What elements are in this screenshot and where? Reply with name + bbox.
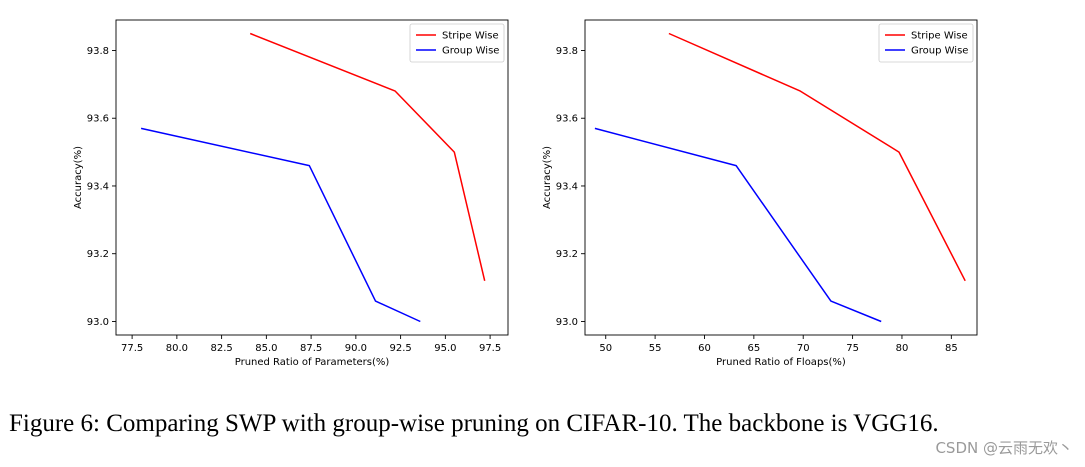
y-tick-label: 93.4: [87, 181, 109, 192]
legend-label-stripe-wise: Stripe Wise: [442, 31, 499, 42]
legend-label-stripe-wise: Stripe Wise: [911, 31, 968, 42]
x-tick-label: 87.5: [300, 343, 322, 354]
legend-box: [878, 23, 974, 63]
chart-floaps: 50 55 60 65 70 75 80 85 93.0 93.2 93.4 93.6 93.8 Prun…: [542, 19, 978, 368]
y-tick-label: 93.8: [556, 46, 578, 57]
y-tick-label: 93.2: [87, 249, 109, 260]
x-tick-label: 92.5: [389, 343, 411, 354]
x-tick-label: 80: [896, 343, 909, 354]
x-tick-label: 55: [649, 343, 662, 354]
series-line-group-wise: [594, 127, 882, 323]
plot-frame: [115, 19, 509, 336]
y-tick-label: 93.0: [556, 317, 578, 328]
x-tick-label: 70: [797, 343, 810, 354]
y-tick-label: 93.4: [556, 181, 578, 192]
y-tick-label: 93.2: [556, 249, 578, 260]
series-line-stripe-wise: [668, 32, 966, 282]
x-tick-label: 60: [698, 343, 711, 354]
y-tick-label: 93.0: [87, 317, 109, 328]
y-tick-label: 93.6: [556, 114, 578, 125]
y-tick-label: 93.8: [87, 46, 109, 57]
x-axis-label: Pruned Ratio of Parameters(%): [235, 357, 390, 368]
y-axis-label: Accuracy(%): [73, 146, 84, 209]
x-tick-label: 85: [945, 343, 958, 354]
chart-parameters: 77.5 80.0 82.5 85.0 87.5 90.0 92.5 95.0 97.5 93.0…: [73, 19, 509, 368]
figure-caption: Figure 6: Comparing SWP with group-wise …: [9, 410, 939, 437]
x-tick-label: 75: [846, 343, 859, 354]
x-tick-label: 65: [747, 343, 760, 354]
x-tick-label: 80.0: [166, 343, 188, 354]
x-tick-label: 85.0: [255, 343, 277, 354]
y-axis-label: Accuracy(%): [542, 146, 553, 209]
x-axis-label: Pruned Ratio of Floaps(%): [716, 357, 846, 368]
x-tick-label: 82.5: [210, 343, 232, 354]
x-tick-label: 77.5: [121, 343, 143, 354]
watermark: CSDN @云雨无欢丶: [935, 437, 1073, 458]
plot-frame: [584, 19, 978, 336]
x-tick-label: 50: [599, 343, 612, 354]
x-tick-label: 90.0: [345, 343, 367, 354]
series-line-stripe-wise: [249, 32, 486, 281]
legend-label-group-wise: Group Wise: [442, 46, 499, 57]
series-line-group-wise: [140, 127, 421, 323]
legend-box: [409, 23, 505, 63]
x-tick-label: 95.0: [434, 343, 456, 354]
x-tick-label: 97.5: [479, 343, 501, 354]
legend-label-group-wise: Group Wise: [911, 46, 968, 57]
y-tick-label: 93.6: [87, 114, 109, 125]
figure: 77.5 80.0 82.5 85.0 87.5 90.0 92.5 95.0 97.5 93.0…: [73, 19, 978, 368]
